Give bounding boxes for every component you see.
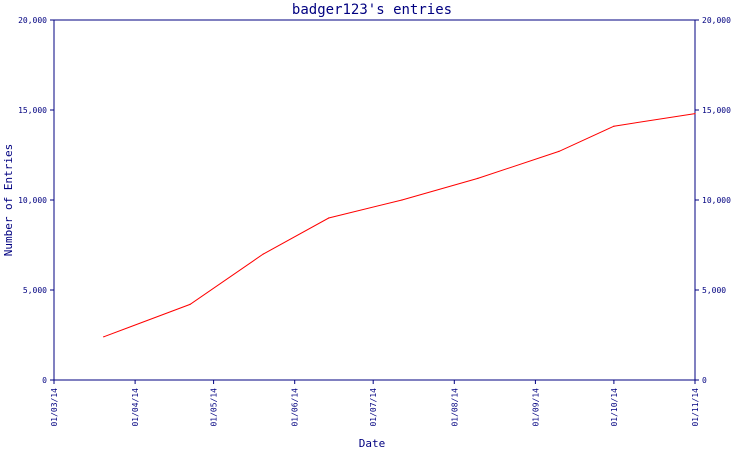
series-point — [558, 150, 560, 152]
x-axis-ticks: 01/03/14 01/04/14 01/05/14 01/06/14 01/07/14… — [50, 380, 700, 427]
plot-area-frame — [53, 19, 696, 381]
x-tick-label: 01/08/14 — [450, 388, 459, 427]
y-tick-label-left: 20,000 — [18, 16, 47, 25]
series-point — [328, 217, 330, 219]
series-point — [103, 336, 105, 338]
series-point — [613, 125, 615, 127]
series-point — [189, 303, 191, 305]
series-point — [477, 177, 479, 179]
series-point — [262, 253, 264, 255]
y-tick-label-left: 5,000 — [23, 286, 47, 295]
x-tick-label: 01/07/14 — [369, 388, 378, 427]
y-tick-label-right: 5,000 — [702, 286, 726, 295]
x-tick-label: 01/03/14 — [50, 388, 59, 427]
x-tick-label: 01/11/14 — [691, 388, 700, 427]
y-tick-label-right: 15,000 — [702, 106, 731, 115]
y-axis-label: Number of Entries — [2, 144, 15, 257]
y-tick-label-right: 20,000 — [702, 16, 731, 25]
series-point — [401, 199, 403, 201]
series-layer — [103, 113, 696, 338]
y-axis-left-ticks: 0 5,000 10,000 15,000 20,000 — [18, 16, 54, 385]
y-tick-label-right: 0 — [702, 376, 707, 385]
y-tick-label-left: 15,000 — [18, 106, 47, 115]
x-tick-label: 01/09/14 — [531, 388, 540, 427]
x-tick-label: 01/10/14 — [610, 388, 619, 427]
x-tick-label: 01/06/14 — [291, 388, 300, 427]
y-tick-label-right: 10,000 — [702, 196, 731, 205]
y-tick-label-left: 10,000 — [18, 196, 47, 205]
chart-title: badger123's entries — [292, 2, 452, 18]
series-line-entries — [103, 113, 696, 338]
y-axis-right-ticks: 0 5,000 10,000 15,000 20,000 — [695, 16, 731, 385]
x-tick-label: 01/05/14 — [210, 388, 219, 427]
series-point — [694, 113, 696, 115]
y-tick-label-left: 0 — [42, 376, 47, 385]
x-axis-label: Date — [359, 437, 386, 450]
x-tick-label: 01/04/14 — [131, 388, 140, 427]
